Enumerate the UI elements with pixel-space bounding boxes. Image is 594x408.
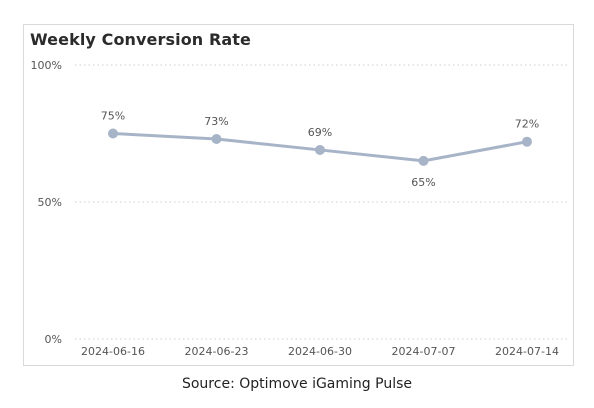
data-point[interactable] <box>211 133 222 144</box>
y-tick-label: 0% <box>45 333 62 346</box>
data-label: 73% <box>204 115 228 128</box>
data-label: 72% <box>515 118 539 131</box>
data-point[interactable] <box>315 144 325 155</box>
x-tick-label: 2024-06-23 <box>185 345 249 358</box>
chart-title: Weekly Conversion Rate <box>30 30 251 49</box>
data-point[interactable] <box>522 136 532 147</box>
x-tick-label: 2024-07-07 <box>392 345 456 358</box>
y-tick-label: 100% <box>31 59 62 72</box>
data-label: 75% <box>101 110 125 123</box>
data-label: 65% <box>411 176 435 189</box>
x-tick-label: 2024-07-14 <box>495 345 559 358</box>
chart-card <box>23 24 574 366</box>
y-tick-label: 50% <box>38 196 62 209</box>
source-note: Source: Optimove iGaming Pulse <box>181 376 412 392</box>
data-point[interactable] <box>418 155 429 166</box>
data-point[interactable] <box>108 128 118 139</box>
data-label: 69% <box>308 126 332 139</box>
x-tick-label: 2024-06-30 <box>288 345 352 358</box>
x-tick-label: 2024-06-16 <box>81 345 145 358</box>
